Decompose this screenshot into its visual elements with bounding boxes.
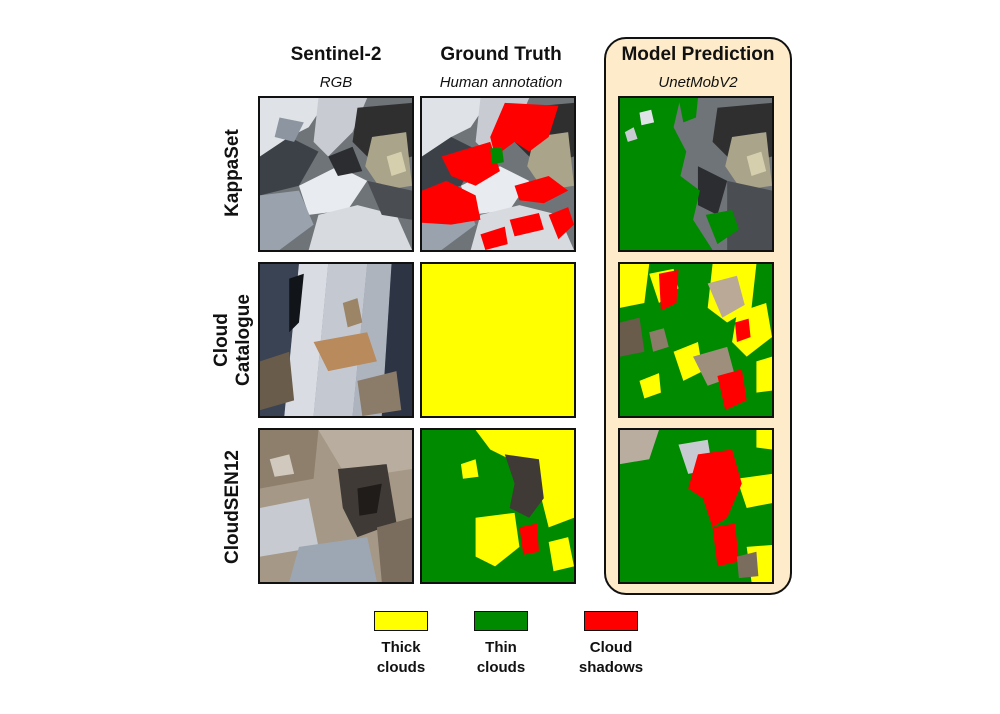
row-label-cloudsen12: CloudSEN12 — [222, 449, 243, 565]
mask-cloudsen12-ground-truth — [420, 428, 576, 584]
legend-label-cloud-shadows: Cloud shadows — [578, 639, 644, 676]
image-cloud-catalogue-rgb — [258, 262, 414, 418]
column-subtitle-rgb: RGB — [319, 74, 353, 91]
image-kappaset-rgb — [258, 96, 414, 252]
column-subtitle-unetmobv2: UnetMobV2 — [658, 74, 738, 91]
legend-swatch-thick-clouds — [374, 611, 428, 631]
column-title-sentinel2: Sentinel-2 — [290, 44, 382, 65]
image-cloudsen12-rgb — [258, 428, 414, 584]
legend-label-thick-clouds: Thick clouds — [376, 639, 426, 676]
row-label-kappaset: KappaSet — [222, 129, 243, 217]
column-subtitle-human-annotation: Human annotation — [439, 74, 563, 91]
column-title-model-prediction: Model Prediction — [621, 44, 775, 65]
column-title-ground-truth: Ground Truth — [440, 44, 562, 65]
mask-cloudsen12-prediction — [618, 428, 774, 584]
mask-kappaset-ground-truth — [420, 96, 576, 252]
row-label-cloud-catalogue: Cloud Catalogue — [211, 294, 254, 386]
legend-label-thin-clouds: Thin clouds — [476, 639, 526, 676]
mask-cloud-catalogue-ground-truth — [420, 262, 576, 418]
legend-swatch-thin-clouds — [474, 611, 528, 631]
mask-kappaset-prediction — [618, 96, 774, 252]
mask-cloud-catalogue-prediction — [618, 262, 774, 418]
legend-swatch-cloud-shadows — [584, 611, 638, 631]
